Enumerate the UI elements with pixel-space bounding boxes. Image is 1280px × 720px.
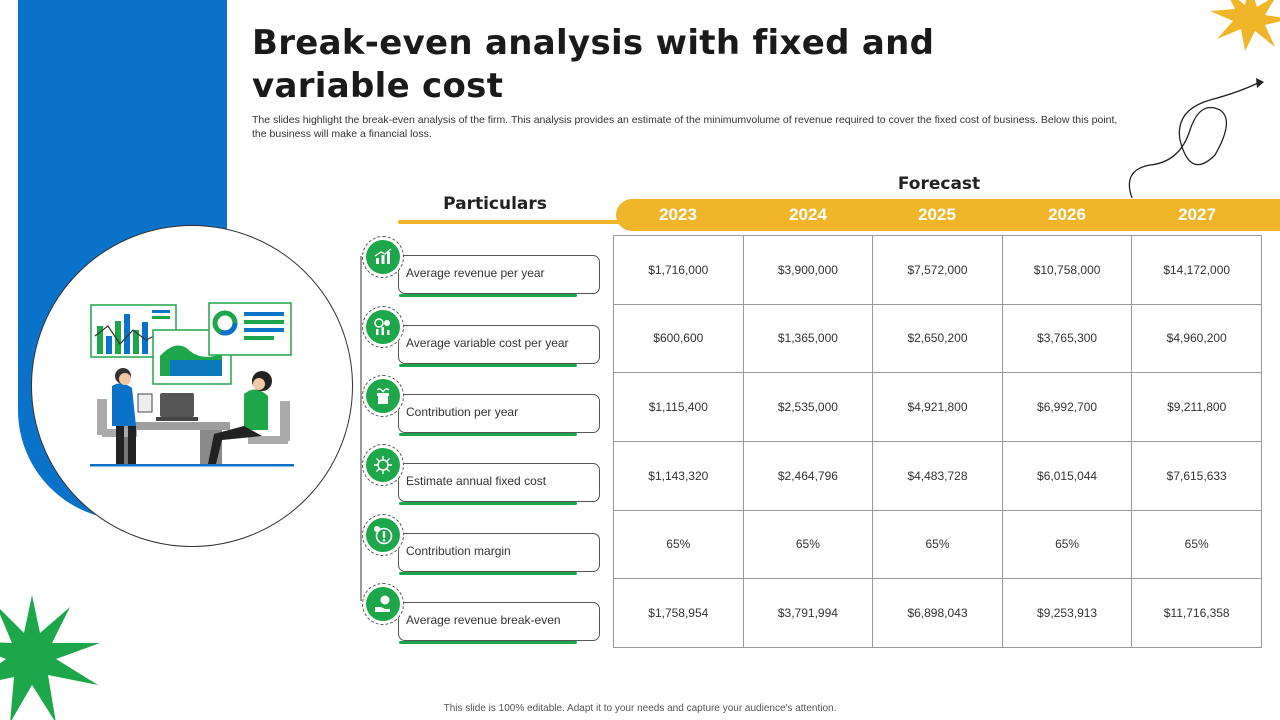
meeting-illustration: [31, 225, 353, 547]
year-header: 2024: [789, 205, 827, 224]
table-cell: $7,572,000: [872, 235, 1003, 305]
year-header-bar: [616, 199, 1280, 231]
particular-item: Estimate annual fixed cost: [362, 444, 602, 506]
table-row: 65% 65% 65% 65% 65%: [613, 509, 1262, 580]
table-cell: $9,253,913: [1001, 578, 1133, 648]
table-cell: $4,960,200: [1131, 303, 1262, 374]
table-cell: $4,921,800: [872, 372, 1003, 442]
particular-item: Contribution per year: [362, 375, 602, 437]
forecast-table: $1,716,000 $3,900,000 $7,572,000 $10,758…: [613, 235, 1262, 648]
footer-note: This slide is 100% editable. Adapt it to…: [443, 703, 837, 714]
table-row: $600,600 $1,365,000 $2,650,200 $3,765,30…: [613, 303, 1262, 374]
table-cell: $3,765,300: [1001, 303, 1133, 374]
table-cell: $7,615,633: [1131, 440, 1262, 511]
table-cell: 65%: [872, 509, 1003, 580]
particular-item: Contribution margin: [362, 514, 602, 576]
forecast-heading: Forecast: [897, 174, 981, 194]
year-header: 2026: [1048, 205, 1086, 224]
table-cell: $6,898,043: [872, 578, 1003, 648]
table-row: $1,143,320 $2,464,796 $4,483,728 $6,015,…: [613, 440, 1262, 511]
table-cell: $600,600: [613, 303, 744, 374]
table-row: $1,758,954 $3,791,994 $6,898,043 $9,253,…: [613, 578, 1262, 648]
particular-item: Average revenue break-even: [362, 583, 602, 645]
table-cell: 65%: [1001, 509, 1133, 580]
particular-badge: [362, 236, 404, 278]
table-cell: $2,650,200: [872, 303, 1003, 374]
sun-burst-icon: [1210, 0, 1280, 51]
particular-label: Average revenue per year: [406, 266, 545, 280]
table-cell: $6,992,700: [1001, 372, 1133, 442]
table-cell: $1,365,000: [742, 303, 874, 374]
page-subtitle: The slides highlight the break-even anal…: [252, 114, 1118, 140]
particular-item: Average revenue per year: [362, 236, 602, 298]
table-cell: $3,791,994: [742, 578, 874, 648]
table-cell: $3,900,000: [742, 235, 874, 305]
table-cell: 65%: [1131, 509, 1262, 580]
contribution-hand-icon: [366, 379, 400, 413]
particular-box: [398, 325, 600, 367]
particular-box: [398, 394, 600, 436]
fixed-cost-icon: [366, 448, 400, 482]
table-cell: $10,758,000: [1001, 235, 1133, 305]
particular-badge: [362, 583, 404, 625]
year-header: 2027: [1178, 205, 1216, 224]
table-cell: $4,483,728: [872, 440, 1003, 511]
particular-label: Average revenue break-even: [406, 613, 561, 627]
green-starburst-icon: [0, 595, 100, 720]
table-cell: $11,716,358: [1131, 578, 1262, 648]
year-header: 2025: [918, 205, 956, 224]
particular-box: [398, 463, 600, 505]
particular-item: Average variable cost per year: [362, 306, 602, 368]
swirl-arrow-icon: [1128, 78, 1264, 199]
table-cell: $1,716,000: [613, 235, 744, 305]
particular-label: Contribution per year: [406, 405, 519, 419]
particular-label: Contribution margin: [406, 544, 511, 558]
particular-badge: [362, 375, 404, 417]
table-cell: $1,758,954: [613, 578, 744, 648]
break-even-money-icon: [366, 587, 400, 621]
table-cell: $2,464,796: [742, 440, 874, 511]
particulars-heading: Particulars: [443, 194, 547, 214]
particular-box: [398, 602, 600, 644]
particular-box: [398, 533, 600, 575]
table-cell: $9,211,800: [1131, 372, 1262, 442]
particulars-timeline: [360, 256, 362, 601]
particular-label: Estimate annual fixed cost: [406, 474, 547, 488]
year-header: 2023: [659, 205, 697, 224]
table-cell: $6,015,044: [1001, 440, 1133, 511]
particular-badge: [362, 514, 404, 556]
table-row: $1,716,000 $3,900,000 $7,572,000 $10,758…: [613, 235, 1262, 305]
table-cell: $1,115,400: [613, 372, 744, 442]
particular-badge: [362, 306, 404, 348]
particular-box: [398, 255, 600, 297]
table-cell: 65%: [742, 509, 874, 580]
margin-dollar-icon: [366, 518, 400, 552]
page-title: Break-even analysis with fixed and varia…: [252, 23, 935, 106]
particular-badge: [362, 444, 404, 486]
particular-label: Average variable cost per year: [406, 336, 569, 350]
table-cell: $14,172,000: [1131, 235, 1262, 305]
table-cell: 65%: [613, 509, 744, 580]
table-row: $1,115,400 $2,535,000 $4,921,800 $6,992,…: [613, 372, 1262, 442]
variable-cost-icon: [366, 310, 400, 344]
table-cell: $1,143,320: [613, 440, 744, 511]
revenue-chart-icon: [366, 240, 400, 274]
particulars-underline: [398, 220, 620, 224]
table-cell: $2,535,000: [742, 372, 874, 442]
